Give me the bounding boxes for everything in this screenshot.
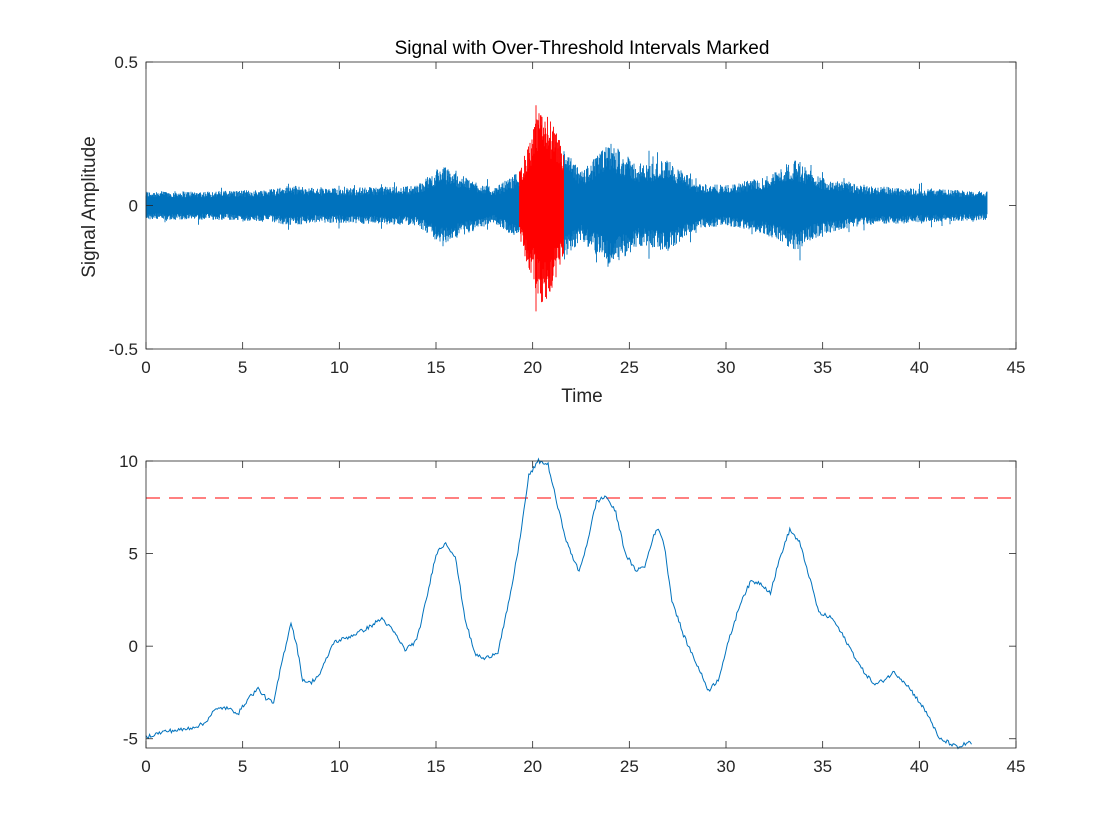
x-tick-label: 45: [1007, 757, 1026, 776]
x-tick-label: 40: [910, 757, 929, 776]
chart-title: Signal with Over-Threshold Intervals Mar…: [395, 38, 770, 59]
y-tick-label: 0: [129, 197, 138, 216]
x-tick-label: 30: [717, 358, 736, 377]
x-tick-label: 35: [813, 358, 832, 377]
plot-frame: [145, 61, 1017, 350]
x-tick-label: 0: [141, 358, 150, 377]
x-tick-label: 45: [1007, 358, 1026, 377]
plot-frame: [145, 460, 1017, 749]
envelope-series: [145, 457, 1016, 750]
y-axis-label: Signal Amplitude: [79, 136, 100, 278]
x-axis-label: Time: [561, 386, 603, 407]
y-tick-label: 0: [129, 637, 138, 656]
x-tick-label: 5: [238, 358, 247, 377]
tick-marks: 0 5 10 15 20 25 30 35 40 45-0.500.5: [109, 53, 1026, 377]
y-tick-label: 0.5: [114, 53, 138, 72]
x-tick-label: 30: [717, 757, 736, 776]
x-tick-label: 25: [620, 757, 639, 776]
x-tick-label: 15: [427, 358, 446, 377]
x-tick-label: 35: [813, 757, 832, 776]
y-tick-label: -5: [123, 730, 138, 749]
over-threshold-trace: [519, 105, 564, 312]
y-tick-label: -0.5: [109, 340, 138, 359]
x-tick-label: 20: [523, 757, 542, 776]
x-tick-label: 20: [523, 358, 542, 377]
x-tick-label: 15: [427, 757, 446, 776]
x-tick-label: 0: [141, 757, 150, 776]
envelope-line: [145, 457, 972, 750]
y-tick-label: 5: [129, 545, 138, 564]
x-tick-label: 25: [620, 358, 639, 377]
y-tick-label: 10: [119, 452, 138, 471]
x-tick-label: 10: [330, 757, 349, 776]
signal-chart: Signal with Over-Threshold Intervals Mar…: [79, 38, 1025, 407]
x-tick-label: 10: [330, 358, 349, 377]
x-tick-label: 5: [238, 757, 247, 776]
x-tick-label: 40: [910, 358, 929, 377]
